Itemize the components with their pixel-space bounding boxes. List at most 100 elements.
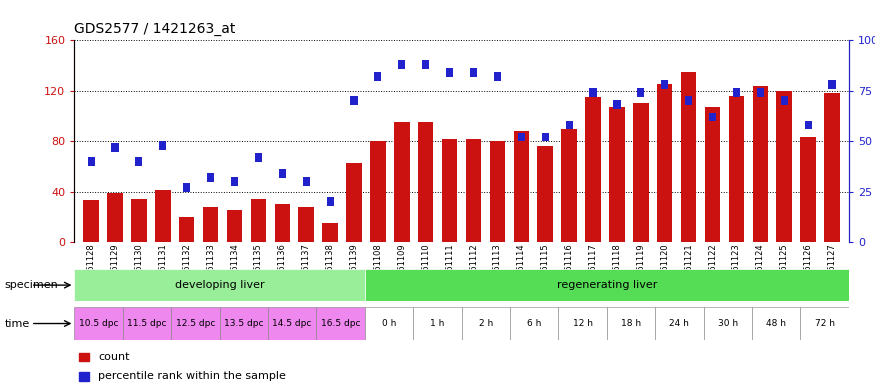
Text: 18 h: 18 h: [621, 319, 641, 328]
Bar: [470, 68, 477, 77]
Bar: [131, 199, 147, 242]
Bar: [155, 190, 171, 242]
Text: 11.5 dpc: 11.5 dpc: [127, 319, 167, 328]
Bar: [613, 101, 620, 109]
Bar: [757, 88, 764, 97]
Bar: [322, 223, 338, 242]
Bar: [418, 122, 433, 242]
Bar: [446, 68, 453, 77]
Text: 14.5 dpc: 14.5 dpc: [272, 319, 312, 328]
Bar: [637, 88, 644, 97]
Bar: [704, 107, 720, 242]
Text: 1 h: 1 h: [430, 319, 444, 328]
Bar: [562, 129, 577, 242]
Bar: [350, 96, 358, 105]
Bar: [111, 143, 119, 152]
Bar: [108, 193, 123, 242]
Bar: [558, 307, 606, 340]
Bar: [709, 113, 716, 121]
Bar: [183, 183, 190, 192]
Bar: [83, 200, 99, 242]
Bar: [123, 307, 172, 340]
Text: 24 h: 24 h: [669, 319, 690, 328]
Bar: [537, 146, 553, 242]
Bar: [220, 307, 268, 340]
Bar: [317, 307, 365, 340]
Bar: [510, 307, 558, 340]
Bar: [514, 131, 529, 242]
Bar: [824, 93, 840, 242]
Text: 0 h: 0 h: [382, 319, 396, 328]
Bar: [136, 157, 143, 166]
Bar: [374, 72, 382, 81]
Bar: [662, 80, 668, 89]
Bar: [275, 204, 290, 242]
Text: GDS2577 / 1421263_at: GDS2577 / 1421263_at: [74, 23, 235, 36]
Bar: [279, 169, 286, 178]
Bar: [298, 207, 314, 242]
Bar: [681, 72, 696, 242]
Bar: [657, 84, 673, 242]
Bar: [704, 307, 752, 340]
Bar: [542, 133, 549, 141]
Bar: [365, 307, 413, 340]
Bar: [250, 199, 266, 242]
Bar: [752, 307, 801, 340]
Bar: [394, 122, 410, 242]
Bar: [179, 217, 194, 242]
Bar: [303, 177, 310, 186]
Bar: [227, 210, 242, 242]
Bar: [752, 86, 768, 242]
Bar: [518, 133, 525, 141]
Bar: [462, 307, 510, 340]
Bar: [780, 96, 788, 105]
Bar: [88, 157, 94, 166]
Bar: [268, 307, 317, 340]
Text: 30 h: 30 h: [718, 319, 738, 328]
Bar: [413, 307, 462, 340]
Text: 10.5 dpc: 10.5 dpc: [79, 319, 118, 328]
Text: developing liver: developing liver: [175, 280, 264, 290]
Text: 16.5 dpc: 16.5 dpc: [321, 319, 360, 328]
Bar: [685, 96, 692, 105]
Bar: [490, 141, 505, 242]
Bar: [801, 307, 849, 340]
Text: time: time: [4, 318, 30, 329]
Bar: [729, 96, 744, 242]
Bar: [370, 141, 386, 242]
Text: regenerating liver: regenerating liver: [556, 280, 657, 290]
Bar: [74, 269, 365, 301]
Text: 6 h: 6 h: [527, 319, 542, 328]
Bar: [633, 103, 648, 242]
Bar: [365, 269, 849, 301]
Bar: [606, 307, 655, 340]
Bar: [74, 307, 122, 340]
Text: 72 h: 72 h: [815, 319, 835, 328]
Bar: [565, 121, 573, 129]
Text: 48 h: 48 h: [766, 319, 786, 328]
Text: 12.5 dpc: 12.5 dpc: [176, 319, 215, 328]
Bar: [801, 137, 816, 242]
Bar: [804, 121, 812, 129]
Bar: [442, 139, 458, 242]
Text: percentile rank within the sample: percentile rank within the sample: [98, 371, 286, 381]
Text: count: count: [98, 352, 130, 362]
Bar: [255, 153, 262, 162]
Bar: [159, 141, 166, 149]
Text: 12 h: 12 h: [572, 319, 592, 328]
Bar: [346, 162, 361, 242]
Text: specimen: specimen: [4, 280, 58, 290]
Text: 13.5 dpc: 13.5 dpc: [224, 319, 263, 328]
Bar: [398, 60, 405, 69]
Bar: [203, 207, 219, 242]
Bar: [655, 307, 704, 340]
Bar: [776, 91, 792, 242]
Bar: [422, 60, 430, 69]
Text: 2 h: 2 h: [479, 319, 493, 328]
Bar: [590, 88, 597, 97]
Bar: [585, 97, 601, 242]
Bar: [207, 173, 214, 182]
Bar: [493, 72, 501, 81]
Bar: [172, 307, 220, 340]
Bar: [609, 107, 625, 242]
